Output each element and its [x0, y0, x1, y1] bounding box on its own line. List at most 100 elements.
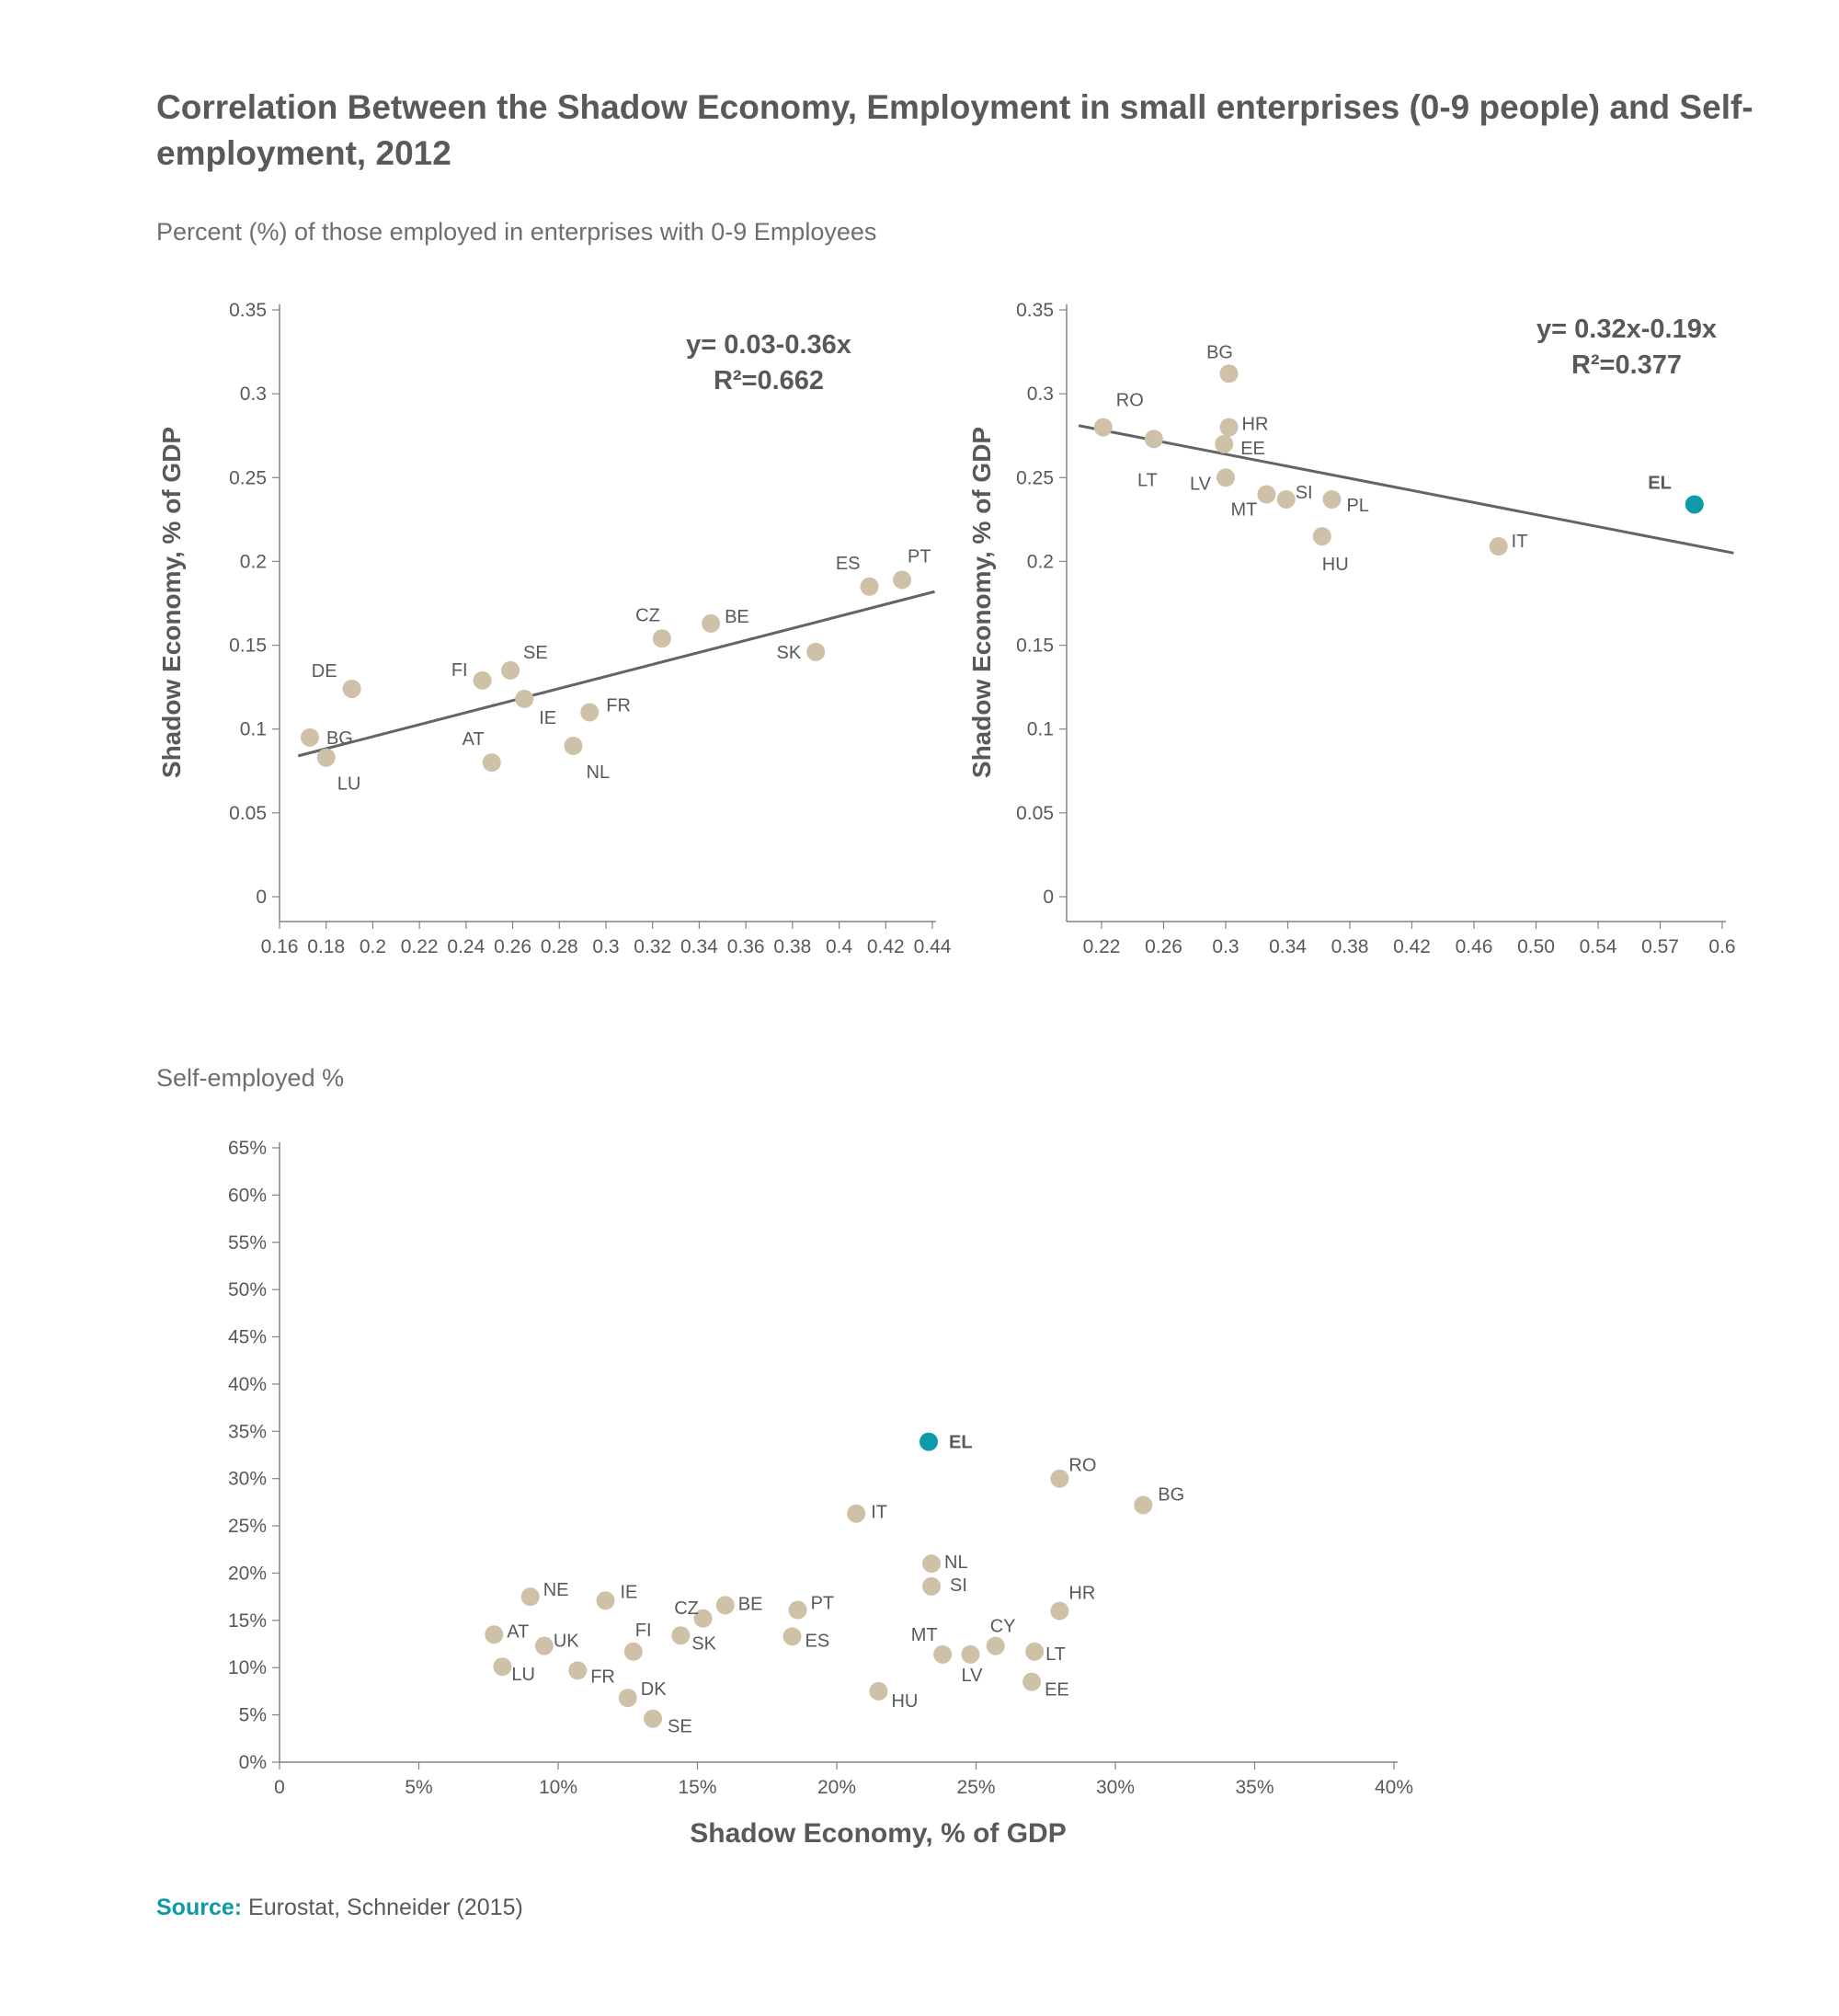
- data-point: [986, 1636, 1005, 1655]
- x-tick-label: 0.57: [1641, 936, 1679, 957]
- point-label: LT: [1137, 470, 1158, 490]
- point-label: BE: [725, 607, 749, 627]
- x-tick-label: 0.3: [1212, 936, 1239, 957]
- data-point: [693, 1609, 713, 1628]
- point-label: CZ: [674, 1598, 699, 1619]
- x-tick-label: 0.42: [867, 936, 905, 957]
- data-point: [1489, 537, 1508, 556]
- data-point: [860, 577, 879, 596]
- point-label: HR: [1242, 415, 1269, 435]
- x-tick-label: 0.22: [401, 936, 439, 957]
- y-tick-label: 0.1: [240, 719, 267, 740]
- data-point: [1050, 1469, 1069, 1488]
- y-tick-label: 0.15: [1016, 636, 1054, 657]
- section-label-self-employed: Self-employed %: [156, 1064, 345, 1092]
- y-tick-label: 0.05: [1016, 803, 1054, 824]
- source-note: Source: Eurostat, Schneider (2015): [156, 1895, 523, 1921]
- data-point: [580, 703, 600, 722]
- point-label: UK: [554, 1632, 579, 1652]
- y-tick-label: 15%: [228, 1610, 267, 1632]
- y-axis-title: Shadow Economy, % of GDP: [157, 427, 186, 778]
- y-tick-label: 25%: [228, 1516, 267, 1537]
- data-point: [1134, 1495, 1153, 1515]
- point-label: LU: [337, 774, 361, 795]
- x-tick-label: 15%: [678, 1777, 716, 1798]
- point-label: BG: [326, 728, 353, 749]
- point-label: EE: [1045, 1680, 1069, 1701]
- data-point: [869, 1681, 888, 1701]
- data-point: [564, 736, 583, 755]
- x-tick-label: 0.50: [1517, 936, 1555, 957]
- y-axis-title: Shadow Economy, % of GDP: [967, 427, 996, 778]
- x-tick-label: 0.54: [1580, 936, 1617, 957]
- x-tick-label: 0.34: [1269, 936, 1307, 957]
- data-point: [1144, 430, 1163, 449]
- y-tick-label: 0.35: [1016, 300, 1054, 321]
- x-tick-label: 0.44: [914, 936, 952, 957]
- data-point: [1276, 489, 1296, 509]
- point-label: IE: [621, 1582, 638, 1602]
- x-tick-label: 20%: [817, 1777, 856, 1798]
- data-point: [568, 1661, 588, 1680]
- highlight-point: [1685, 495, 1704, 514]
- y-tick-label: 30%: [228, 1469, 267, 1490]
- data-point: [893, 570, 912, 590]
- x-tick-label: 0.46: [1456, 936, 1493, 957]
- data-point: [1312, 527, 1331, 546]
- point-label: SE: [668, 1717, 692, 1737]
- point-label: DK: [641, 1679, 667, 1700]
- x-tick-label: 0.26: [1145, 936, 1182, 957]
- chart-title: Correlation Between the Shadow Economy, …: [156, 88, 1753, 172]
- data-point: [1215, 434, 1234, 453]
- point-label: PT: [811, 1594, 835, 1614]
- data-point: [933, 1644, 953, 1664]
- y-tick-label: 60%: [228, 1185, 267, 1206]
- regression-equation: y= 0.03-0.36x: [686, 330, 851, 360]
- point-label: FR: [590, 1667, 615, 1687]
- x-tick-label: 0.26: [494, 936, 531, 957]
- x-tick-label: 0.32: [634, 936, 671, 957]
- point-label: NL: [587, 762, 611, 783]
- data-point: [1219, 364, 1239, 384]
- y-tick-label: 0.2: [1027, 551, 1054, 572]
- data-point: [473, 670, 492, 690]
- data-point: [1216, 468, 1235, 487]
- point-label: SI: [950, 1575, 967, 1596]
- data-point: [782, 1627, 802, 1646]
- point-label: DE: [312, 661, 337, 682]
- data-point: [922, 1576, 942, 1596]
- y-tick-label: 0.15: [229, 636, 267, 657]
- point-label: IT: [1512, 532, 1528, 552]
- x-tick-label: 0.38: [773, 936, 811, 957]
- section-label-small-enterprises: Percent (%) of those employed in enterpr…: [156, 218, 877, 246]
- point-label: MT: [911, 1625, 938, 1645]
- y-tick-label: 35%: [228, 1421, 267, 1442]
- point-label: SK: [777, 643, 802, 663]
- point-label: PT: [908, 546, 931, 567]
- point-label: BG: [1158, 1484, 1184, 1505]
- x-tick-label: 0.36: [727, 936, 765, 957]
- point-label: CY: [990, 1617, 1016, 1637]
- x-tick-label: 0.38: [1331, 936, 1369, 957]
- x-tick-label: 0.6: [1708, 936, 1735, 957]
- data-point: [515, 689, 534, 708]
- y-tick-label: 55%: [228, 1232, 267, 1254]
- data-point: [501, 660, 520, 680]
- point-label: PL: [1346, 496, 1368, 516]
- point-label: HU: [891, 1691, 918, 1712]
- point-label: IT: [871, 1503, 887, 1523]
- data-point: [847, 1504, 866, 1523]
- point-label: FI: [451, 660, 468, 681]
- x-tick-label: 25%: [956, 1777, 995, 1798]
- point-label: SE: [523, 643, 548, 663]
- x-tick-label: 0.24: [447, 936, 485, 957]
- point-label: FI: [635, 1621, 652, 1641]
- x-tick-label: 30%: [1096, 1777, 1135, 1798]
- data-point: [520, 1587, 540, 1607]
- point-label: EE: [1240, 439, 1265, 459]
- x-tick-label: 0: [274, 1777, 285, 1798]
- x-tick-label: 10%: [539, 1777, 577, 1798]
- point-label: AT: [463, 729, 485, 750]
- point-label: HU: [1322, 555, 1349, 575]
- data-point: [482, 753, 501, 773]
